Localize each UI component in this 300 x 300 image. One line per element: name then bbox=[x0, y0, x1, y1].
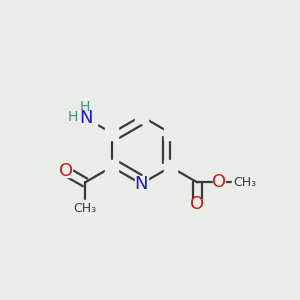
Text: H: H bbox=[80, 100, 90, 114]
Text: N: N bbox=[134, 175, 148, 193]
Bar bbox=[105, 126, 119, 140]
Text: O: O bbox=[190, 196, 204, 214]
Bar bbox=[164, 160, 177, 174]
Text: CH₃: CH₃ bbox=[233, 176, 256, 189]
Text: O: O bbox=[212, 173, 226, 191]
Bar bbox=[214, 176, 225, 188]
Text: N: N bbox=[80, 109, 93, 127]
Text: H: H bbox=[68, 110, 78, 124]
Bar bbox=[134, 110, 148, 123]
Bar bbox=[164, 126, 177, 140]
Bar bbox=[60, 166, 72, 177]
Bar bbox=[232, 176, 248, 188]
Bar bbox=[191, 199, 203, 210]
Bar bbox=[105, 160, 119, 174]
Bar bbox=[134, 177, 148, 190]
Text: O: O bbox=[59, 162, 73, 180]
Text: CH₃: CH₃ bbox=[74, 202, 97, 215]
Bar bbox=[76, 108, 97, 129]
Bar bbox=[76, 200, 94, 212]
